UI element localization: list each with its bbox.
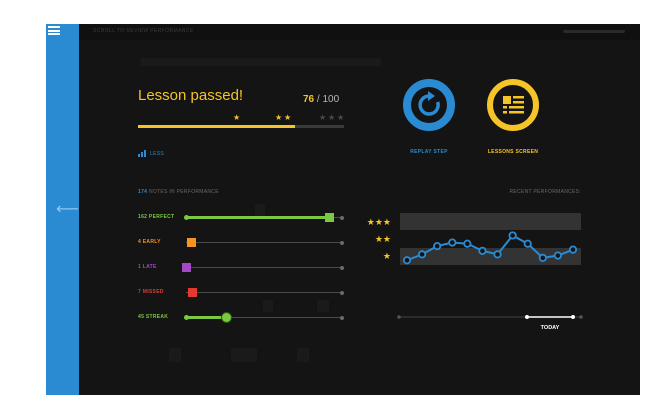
lesson-title: Lesson passed! — [138, 87, 244, 104]
breadcrumb: Scroll to review performance — [93, 28, 194, 34]
list-icon — [503, 96, 524, 114]
replay-button-face — [411, 87, 447, 123]
stat-label: 1 LATE — [138, 264, 157, 270]
stat-fill — [186, 316, 227, 319]
performance-point — [568, 245, 578, 254]
timeline-today-end-dot — [571, 315, 575, 319]
stat-track — [186, 292, 341, 293]
star-icon: ★ — [319, 113, 327, 122]
stat-label: 7 MISSED — [138, 289, 164, 295]
stat-track-end — [340, 265, 344, 270]
timeline-today-start-dot — [525, 315, 529, 319]
stat-track — [186, 242, 341, 243]
star-row-label: ★★ — [375, 235, 391, 245]
timeline-end-dot — [579, 315, 583, 319]
stat-track-end — [340, 315, 344, 320]
main-content: Scroll to review performance Lesson pass… — [79, 24, 640, 395]
performance-point — [448, 238, 457, 247]
performance-point — [508, 231, 517, 240]
star-icon: ★ — [328, 113, 336, 122]
performance-point — [463, 239, 472, 248]
performance-point — [478, 246, 487, 255]
lessons-screen-label[interactable]: LESSONS SCREEN — [487, 149, 539, 155]
score-progress-fill — [138, 125, 295, 128]
timeline-start-dot — [397, 315, 401, 319]
less-label: LESS — [150, 151, 164, 157]
background-decoration — [297, 348, 309, 362]
stat-marker — [188, 288, 198, 297]
stat-start-dot — [184, 215, 189, 220]
score-progress-track — [138, 125, 344, 128]
top-bar: Scroll to review performance — [79, 24, 640, 40]
stat-label: 4 EARLY — [138, 239, 161, 245]
performance-line-chart: ★★★★★★TODAY — [367, 213, 583, 331]
notes-count-value: 174 — [138, 189, 148, 195]
star-icon: ★ — [284, 113, 292, 122]
background-decoration — [317, 300, 329, 312]
stat-marker — [222, 313, 232, 322]
lessons-screen-button[interactable] — [487, 79, 539, 131]
replay-step-label[interactable]: REPLAY STEP — [410, 149, 448, 155]
app-window: ⟵ Scroll to review performance Lesson pa… — [46, 24, 640, 395]
star-row-label: ★★★ — [367, 218, 391, 228]
background-decoration — [231, 348, 257, 362]
stat-marker — [186, 238, 196, 247]
stat-track — [186, 267, 341, 268]
bar-chart-icon — [138, 150, 147, 157]
star-icon: ★ — [337, 113, 345, 122]
stat-label: 45 STREAK — [138, 314, 169, 320]
performance-point — [433, 241, 442, 251]
star-icon: ★ — [233, 113, 241, 122]
sidebar: ⟵ — [46, 24, 79, 395]
score-value: 76 — [303, 94, 315, 105]
background-decoration — [255, 204, 265, 216]
stat-marker — [182, 263, 191, 272]
recent-performances-label: RECENT PERFORMANCES: — [509, 189, 581, 195]
performance-point — [417, 250, 427, 259]
three-star-band — [400, 213, 581, 230]
recent-performances-graph: ★★★ ★★ ★ TODAY — [363, 206, 585, 336]
background-decoration — [263, 300, 273, 312]
stat-track-end — [340, 290, 344, 295]
replay-icon — [418, 91, 440, 116]
star-icon: ★ — [275, 113, 283, 122]
arrow-left-icon[interactable]: ⟵ — [56, 199, 79, 218]
stat-track — [186, 317, 341, 318]
stat-fill — [186, 216, 329, 219]
stat-track-end — [340, 240, 344, 245]
performance-point — [538, 253, 547, 263]
background-decoration — [169, 348, 181, 362]
stat-marker — [324, 213, 334, 222]
performance-point — [402, 256, 412, 265]
score-total: / 100 — [316, 94, 340, 105]
background-decoration — [141, 58, 381, 66]
today-label: TODAY — [541, 325, 560, 331]
stat-track-end — [340, 215, 344, 220]
stat-label: 162 PERFECT — [138, 214, 175, 220]
score: 76 / 100 — [303, 94, 339, 105]
star-row-label: ★ — [383, 252, 391, 262]
performance-point — [493, 250, 502, 259]
notes-count: 174 NOTES IN PERFORMANCE — [138, 189, 219, 195]
scroll-indicator[interactable] — [563, 30, 625, 33]
hamburger-icon[interactable] — [48, 26, 60, 35]
performance-point — [523, 239, 532, 248]
replay-step-button[interactable] — [403, 79, 455, 131]
notes-count-suffix: NOTES IN PERFORMANCE — [148, 189, 219, 195]
performance-point — [553, 251, 563, 260]
stat-start-dot — [184, 315, 189, 320]
